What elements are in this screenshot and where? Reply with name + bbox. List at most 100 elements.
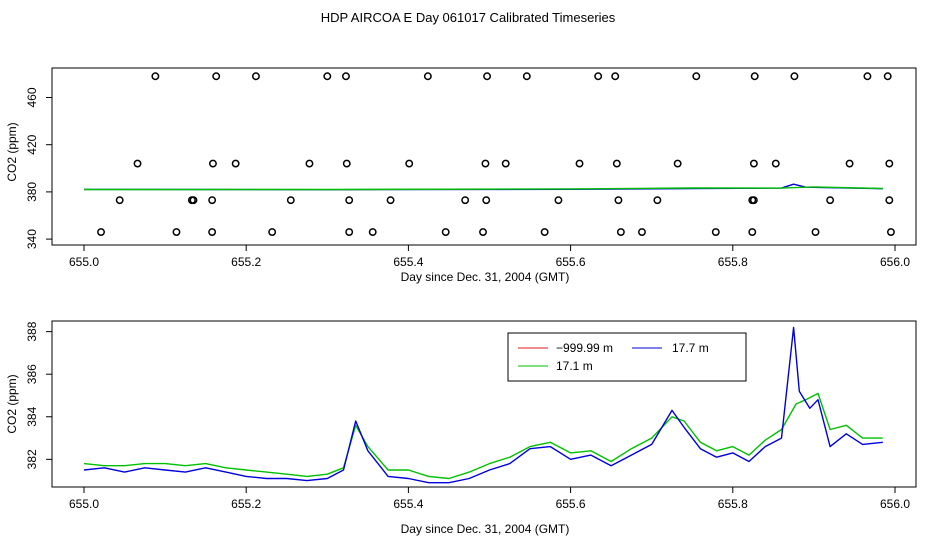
top-point-0 (97, 228, 105, 236)
top-y-tick-label-3: 460 (25, 87, 39, 107)
bottom-x-tick-label-3: 655.6 (556, 497, 586, 511)
top-x-tick-label-1: 655.2 (231, 255, 261, 269)
bottom-y-axis: 382 384 386 388 (25, 321, 52, 469)
top-point-15 (883, 72, 892, 81)
top-point-31 (115, 196, 124, 205)
top-point-39 (482, 196, 491, 205)
top-point-24 (575, 159, 584, 168)
top-point-14 (863, 72, 872, 81)
top-point-42 (653, 196, 662, 205)
top-y-axis: 340 380 420 460 (25, 87, 52, 249)
top-point-40 (554, 196, 563, 205)
bottom-x-tick-label-5: 656.0 (880, 497, 910, 511)
top-point-26 (673, 159, 682, 168)
bottom-y-tick-label-2: 386 (25, 364, 39, 384)
top-point-4 (323, 72, 332, 81)
top-point-1 (151, 72, 160, 81)
top-point-46 (885, 196, 894, 205)
top-point-53 (479, 228, 487, 236)
top-x-axis: 655.0 655.2 655.4 655.6 655.8 656.0 (69, 245, 910, 269)
top-point-8 (522, 72, 531, 81)
top-point-49 (268, 228, 277, 236)
chart-title: HDP AIRCOA E Day 061017 Calibrated Times… (321, 10, 616, 25)
top-plot-frame (51, 67, 917, 246)
top-point-5 (342, 72, 350, 81)
top-point-33 (189, 196, 198, 205)
bottom-y-tick-label-0: 382 (25, 449, 39, 469)
top-point-52 (441, 228, 450, 236)
legend-label-green: 17.1 m (556, 359, 593, 373)
top-point-27 (749, 159, 758, 168)
top-point-6 (423, 72, 432, 81)
top-point-21 (405, 159, 414, 168)
top-y-tick-label-0: 340 (25, 229, 39, 249)
bottom-panel: 655.0 655.2 655.4 655.6 655.8 656.0 382 384 386… (5, 320, 917, 536)
top-point-36 (345, 196, 354, 205)
top-point-12 (750, 72, 759, 81)
bottom-plot-frame (51, 320, 917, 488)
top-point-51 (368, 228, 377, 236)
bottom-x-axis: 655.0 655.2 655.4 655.6 655.8 656.0 (69, 487, 910, 511)
top-point-25 (612, 159, 621, 168)
top-point-37 (386, 196, 395, 205)
top-y-axis-label: CO2 (ppm) (5, 122, 19, 181)
top-point-54 (540, 228, 549, 236)
top-point-7 (483, 72, 492, 81)
top-x-axis-label: Day since Dec. 31, 2004 (GMT) (401, 270, 570, 284)
bottom-x-tick-label-1: 655.2 (231, 497, 261, 511)
top-point-34 (208, 196, 217, 205)
bottom-y-axis-label: CO2 (ppm) (5, 374, 19, 433)
bottom-x-tick-label-0: 655.0 (69, 497, 99, 511)
top-point-56 (638, 228, 646, 236)
top-point-30 (885, 159, 894, 168)
bottom-series-line-green (83, 392, 883, 480)
bottom-x-tick-label-4: 655.8 (718, 497, 748, 511)
bottom-x-axis-label: Day since Dec. 31, 2004 (GMT) (401, 522, 570, 536)
top-point-44 (749, 196, 758, 205)
top-point-59 (811, 228, 820, 236)
top-point-48 (208, 228, 217, 236)
top-point-55 (616, 228, 625, 236)
top-point-50 (345, 228, 354, 236)
top-point-57 (711, 228, 720, 236)
top-point-47 (172, 228, 181, 236)
bottom-x-tick-label-2: 655.4 (393, 497, 423, 511)
legend-label-red: −999.99 m (556, 341, 613, 355)
top-x-tick-label-3: 655.6 (556, 255, 586, 269)
top-point-45 (826, 196, 835, 205)
top-series-line-green (84, 186, 883, 191)
bottom-series-line-blue (83, 326, 883, 484)
top-point-28 (771, 159, 780, 168)
top-point-20 (342, 159, 351, 168)
top-y-tick-label-1: 380 (25, 182, 39, 202)
legend: −999.99 m 17.7 m 17.1 m (507, 332, 747, 382)
top-series-lines (83, 183, 883, 191)
legend-label-blue: 17.7 m (672, 341, 709, 355)
legend-box (507, 332, 747, 382)
top-point-11 (692, 72, 701, 81)
top-point-13 (790, 72, 799, 81)
top-point-58 (748, 228, 757, 236)
bottom-y-tick-label-1: 384 (25, 406, 39, 426)
top-point-60 (886, 228, 895, 236)
top-x-tick-label-2: 655.4 (393, 255, 423, 269)
top-point-29 (845, 159, 854, 168)
bottom-series-lines (83, 326, 883, 484)
top-point-22 (481, 159, 490, 168)
top-x-tick-label-4: 655.8 (718, 255, 748, 269)
top-point-2 (212, 72, 221, 81)
top-point-19 (305, 159, 314, 168)
top-x-tick-label-0: 655.0 (69, 255, 99, 269)
top-x-tick-label-5: 656.0 (880, 255, 910, 269)
top-point-18 (231, 159, 240, 168)
top-scatter-points (97, 72, 895, 236)
top-point-38 (461, 196, 470, 205)
bottom-y-tick-label-3: 388 (25, 321, 39, 341)
top-point-35 (286, 196, 295, 205)
top-point-23 (501, 159, 510, 168)
top-point-17 (208, 159, 217, 168)
top-point-9 (594, 72, 603, 81)
top-panel: 655.0 655.2 655.4 655.6 655.8 656.0 340 380 420… (5, 67, 917, 284)
top-point-16 (133, 159, 142, 168)
